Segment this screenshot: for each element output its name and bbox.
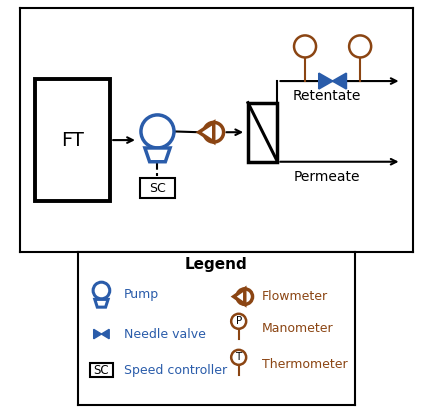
Text: Retentate: Retentate (293, 89, 361, 103)
Polygon shape (94, 329, 101, 339)
FancyBboxPatch shape (140, 178, 175, 198)
FancyBboxPatch shape (36, 79, 110, 201)
Text: Legend: Legend (185, 257, 248, 272)
Text: FT: FT (61, 131, 84, 150)
Text: Flowmeter: Flowmeter (262, 290, 328, 303)
Text: Speed controller: Speed controller (123, 363, 227, 377)
Circle shape (141, 115, 174, 148)
FancyBboxPatch shape (90, 363, 113, 377)
Polygon shape (333, 73, 346, 89)
Circle shape (237, 289, 252, 304)
Text: Thermometer: Thermometer (262, 358, 348, 371)
Circle shape (231, 314, 246, 329)
Text: Permeate: Permeate (294, 170, 360, 184)
Polygon shape (145, 148, 170, 162)
Polygon shape (95, 299, 108, 307)
Text: T: T (236, 352, 242, 362)
Text: Needle valve: Needle valve (123, 328, 206, 341)
Circle shape (204, 122, 223, 142)
Text: P: P (236, 316, 242, 326)
Text: P: P (302, 41, 308, 52)
Circle shape (231, 350, 246, 365)
Text: T: T (357, 41, 364, 52)
FancyBboxPatch shape (248, 103, 278, 162)
Text: Pump: Pump (123, 288, 159, 301)
Circle shape (349, 36, 371, 57)
Polygon shape (101, 329, 109, 339)
Polygon shape (199, 122, 214, 142)
Text: SC: SC (94, 363, 109, 377)
Circle shape (93, 282, 110, 299)
Text: Manometer: Manometer (262, 322, 334, 335)
Polygon shape (234, 289, 245, 304)
Polygon shape (319, 73, 333, 89)
Text: SC: SC (149, 182, 166, 195)
Circle shape (294, 36, 316, 57)
